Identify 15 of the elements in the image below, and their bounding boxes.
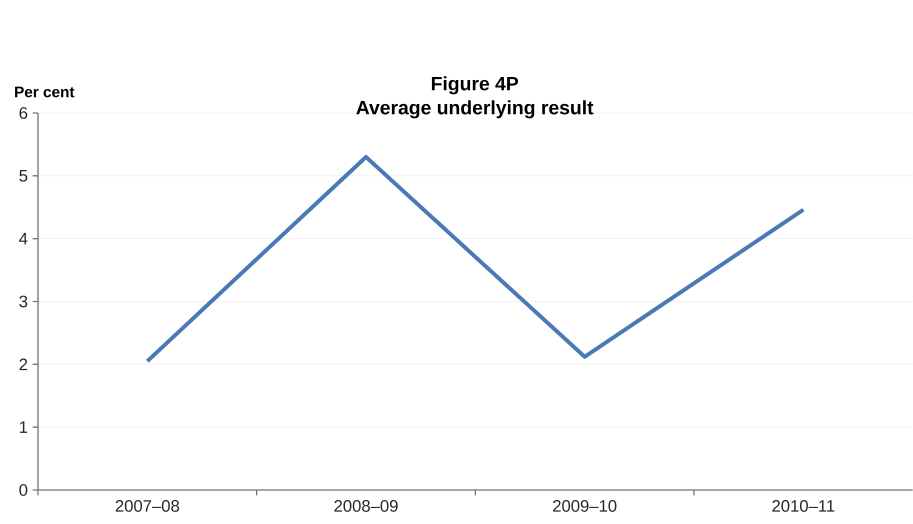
y-tick-label: 0 — [19, 484, 28, 496]
line-series — [145, 154, 806, 364]
y-tick-label: 4 — [19, 232, 28, 244]
x-tick-label: 2007–08 — [116, 500, 180, 512]
y-tick-label: 1 — [20, 421, 28, 433]
x-tick-label: 2008–09 — [334, 500, 398, 512]
x-tick-label: 2009–10 — [553, 500, 616, 512]
y-tick-label: 5 — [19, 170, 28, 182]
y-tick-label: 3 — [19, 296, 28, 308]
chart-subtitle: Average underlying result — [356, 100, 594, 118]
y-tick-label: 2 — [20, 358, 28, 370]
y-axis-title: Per cent — [15, 86, 74, 98]
y-tick-label: 6 — [20, 107, 28, 119]
chart-title: Figure 4P — [432, 76, 518, 94]
x-tick-label: 2010–11 — [772, 500, 834, 512]
